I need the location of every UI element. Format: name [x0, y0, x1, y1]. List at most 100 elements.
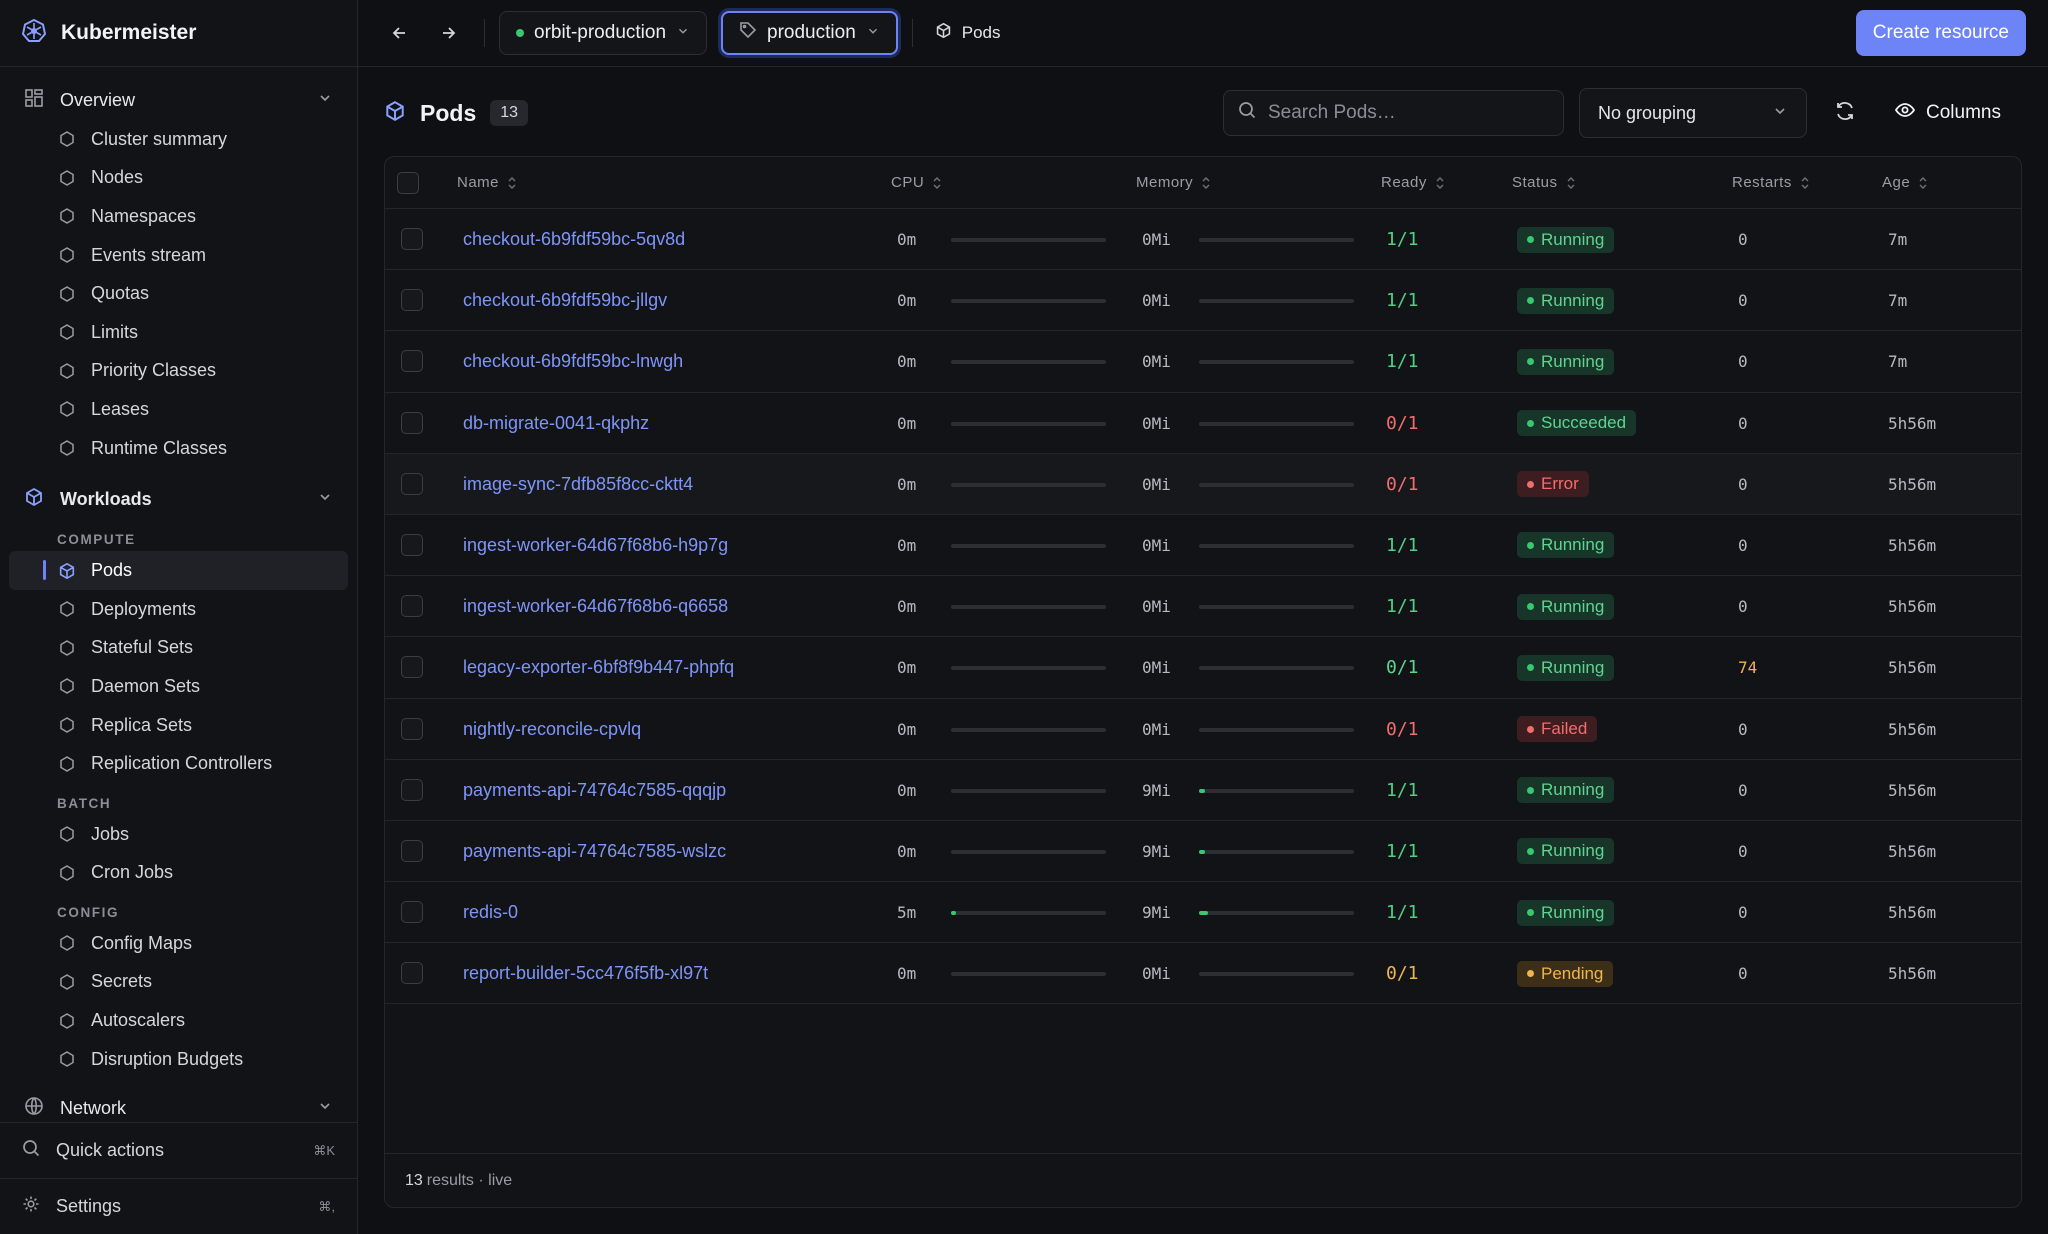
table-row[interactable]: report-builder-5cc476f5fb-xl97t 0m 0Mi 0/1 P…: [385, 943, 2021, 1005]
table-row[interactable]: nightly-reconcile-cpvlq 0m 0Mi 0/1 Failed 0 5h…: [385, 699, 2021, 760]
row-checkbox[interactable]: [401, 289, 423, 312]
cluster-selector[interactable]: orbit-production: [499, 11, 708, 55]
create-resource-button[interactable]: Create resource: [1855, 10, 2026, 56]
pod-name-link[interactable]: redis-0: [463, 902, 519, 923]
table-row[interactable]: checkout-6b9fdf59bc-jllgv 0m 0Mi 1/1 Running…: [385, 270, 2021, 332]
col-header-status[interactable]: Status: [1512, 174, 1576, 191]
pod-name-link[interactable]: checkout-6b9fdf59bc-jllgv: [463, 290, 668, 311]
settings-button[interactable]: Settings ⌘,: [0, 1178, 357, 1234]
pod-name-link[interactable]: legacy-exporter-6bf8f9b447-phpfq: [463, 657, 735, 678]
col-header-ready[interactable]: Ready: [1381, 174, 1445, 191]
sidebar-item-runtime-classes[interactable]: Runtime Classes: [0, 429, 357, 468]
memory-value: 9Mi: [1142, 780, 1171, 800]
table-row[interactable]: legacy-exporter-6bf8f9b447-phpfq 0m 0Mi 0/1…: [385, 637, 2021, 699]
ready-value: 1/1: [1386, 351, 1419, 373]
table-row[interactable]: checkout-6b9fdf59bc-5qv8d 0m 0Mi 1/1 Running…: [385, 209, 2021, 271]
chevron-down-icon: [317, 90, 333, 111]
sidebar-item-replica-sets[interactable]: Replica Sets: [0, 706, 357, 745]
sidebar-item-deployments[interactable]: Deployments: [0, 590, 357, 629]
row-checkbox[interactable]: [401, 778, 423, 801]
pod-name-link[interactable]: payments-api-74764c7585-qqqjp: [463, 779, 727, 800]
col-header-name[interactable]: Name: [457, 174, 517, 191]
sidebar-item-jobs[interactable]: Jobs: [0, 815, 357, 854]
sidebar-item-replication-controllers[interactable]: Replication Controllers: [0, 744, 357, 783]
sidebar-item-autoscalers[interactable]: Autoscalers: [0, 1001, 357, 1040]
col-header-age[interactable]: Age: [1882, 174, 1928, 191]
sidebar-item-priority-classes[interactable]: Priority Classes: [0, 352, 357, 391]
row-checkbox[interactable]: [401, 962, 423, 985]
nav-group-workloads[interactable]: Workloads: [0, 479, 357, 519]
memory-bar: [1199, 605, 1354, 610]
pod-name-link[interactable]: checkout-6b9fdf59bc-5qv8d: [463, 229, 686, 249]
row-checkbox[interactable]: [401, 656, 423, 679]
ready-value: 0/1: [1386, 412, 1419, 434]
nav-group-overview[interactable]: Overview: [0, 80, 357, 120]
breadcrumb-current[interactable]: Pods: [961, 23, 1001, 42]
ready-value: 1/1: [1386, 290, 1419, 312]
status-dot: [1527, 970, 1534, 978]
namespace-selector[interactable]: production: [721, 11, 898, 55]
table-row[interactable]: payments-api-74764c7585-qqqjp 0m 9Mi 1/1 Run…: [385, 760, 2021, 821]
sidebar-item-daemon-sets[interactable]: Daemon Sets: [0, 667, 357, 706]
cube-icon: [24, 487, 44, 512]
pod-name-link[interactable]: ingest-worker-64d67f68b6-q6658: [463, 596, 729, 617]
ready-value: 1/1: [1386, 840, 1419, 862]
brand[interactable]: Kubermeister: [0, 0, 357, 67]
sidebar-item-pods[interactable]: Pods: [9, 551, 348, 590]
sidebar-item-stateful-sets[interactable]: Stateful Sets: [0, 629, 357, 668]
status-cell: Running: [1517, 576, 1615, 637]
pod-name-link[interactable]: db-migrate-0041-qkphz: [463, 412, 650, 433]
pod-name-link[interactable]: checkout-6b9fdf59bc-lnwgh: [463, 351, 684, 372]
sidebar-item-events-stream[interactable]: Events stream: [0, 236, 357, 275]
table-row[interactable]: db-migrate-0041-qkphz 0m 0Mi 0/1 Succeeded 0 5…: [385, 393, 2021, 454]
row-checkbox[interactable]: [401, 228, 423, 250]
nav-group-network[interactable]: Network: [0, 1088, 357, 1128]
sidebar-item-secrets[interactable]: Secrets: [0, 963, 357, 1002]
table-row[interactable]: checkout-6b9fdf59bc-lnwgh 0m 0Mi 1/1 Running…: [385, 331, 2021, 393]
row-checkbox[interactable]: [401, 533, 423, 556]
row-checkbox[interactable]: [401, 411, 423, 434]
grouping-select[interactable]: No grouping: [1579, 88, 1807, 138]
search-input[interactable]: [1268, 102, 1538, 124]
pod-name-link[interactable]: report-builder-5cc476f5fb-xl97t: [463, 963, 709, 984]
columns-button[interactable]: Columns: [1894, 99, 2001, 127]
back-arrow-icon[interactable]: [388, 21, 412, 45]
sidebar-item-disruption-budgets[interactable]: Disruption Budgets: [0, 1040, 357, 1079]
row-checkbox[interactable]: [401, 472, 423, 495]
col-header-cpu[interactable]: CPU: [891, 174, 942, 191]
sidebar-item-leases[interactable]: Leases: [0, 390, 357, 429]
table-row[interactable]: payments-api-74764c7585-wslzc 0m 9Mi 1/1 Run…: [385, 821, 2021, 883]
sidebar-item-nodes[interactable]: Nodes: [0, 159, 357, 198]
sidebar-item-cron-jobs[interactable]: Cron Jobs: [0, 854, 357, 893]
table-row[interactable]: image-sync-7dfb85f8cc-cktt4 0m 0Mi 0/1 Error…: [385, 453, 2021, 515]
row-checkbox[interactable]: [401, 839, 423, 862]
sidebar-item-cluster-summary[interactable]: Cluster summary: [0, 120, 357, 159]
memory-value: 0Mi: [1142, 719, 1171, 739]
cpu-bar: [951, 238, 1106, 242]
col-header-memory[interactable]: Memory: [1136, 174, 1211, 191]
pod-name-link[interactable]: nightly-reconcile-cpvlq: [463, 718, 642, 739]
nav-group-label: Network: [60, 1097, 127, 1118]
forward-arrow-icon[interactable]: [436, 21, 460, 45]
col-header-restarts[interactable]: Restarts: [1732, 174, 1810, 191]
table-row[interactable]: ingest-worker-64d67f68b6-h9p7g 0m 0Mi 1/1 Ru…: [385, 515, 2021, 577]
globe-icon: [24, 1096, 44, 1121]
select-all-checkbox[interactable]: [397, 172, 419, 194]
row-checkbox[interactable]: [401, 717, 423, 740]
refresh-button[interactable]: [1830, 98, 1860, 128]
sidebar-item-config-maps[interactable]: Config Maps: [0, 924, 357, 963]
pod-name-link[interactable]: ingest-worker-64d67f68b6-h9p7g: [463, 534, 729, 555]
sidebar-item-namespaces[interactable]: Namespaces: [0, 197, 357, 236]
pod-name-link[interactable]: image-sync-7dfb85f8cc-cktt4: [463, 473, 694, 494]
sidebar-item-quotas[interactable]: Quotas: [0, 274, 357, 313]
row-checkbox[interactable]: [401, 350, 423, 373]
row-checkbox[interactable]: [401, 901, 423, 924]
search-field[interactable]: [1223, 90, 1564, 136]
table-row[interactable]: redis-0 5m 9Mi 1/1 Running 0 5h56m: [385, 882, 2021, 944]
row-checkbox[interactable]: [401, 595, 423, 618]
sidebar-item-limits[interactable]: Limits: [0, 313, 357, 352]
table-row[interactable]: ingest-worker-64d67f68b6-q6658 0m 0Mi 1/1 Ru…: [385, 576, 2021, 638]
status-badge: Running: [1517, 654, 1615, 681]
pod-name-link[interactable]: payments-api-74764c7585-wslzc: [463, 840, 727, 861]
quick-actions-button[interactable]: Quick actions ⌘K: [0, 1122, 357, 1178]
